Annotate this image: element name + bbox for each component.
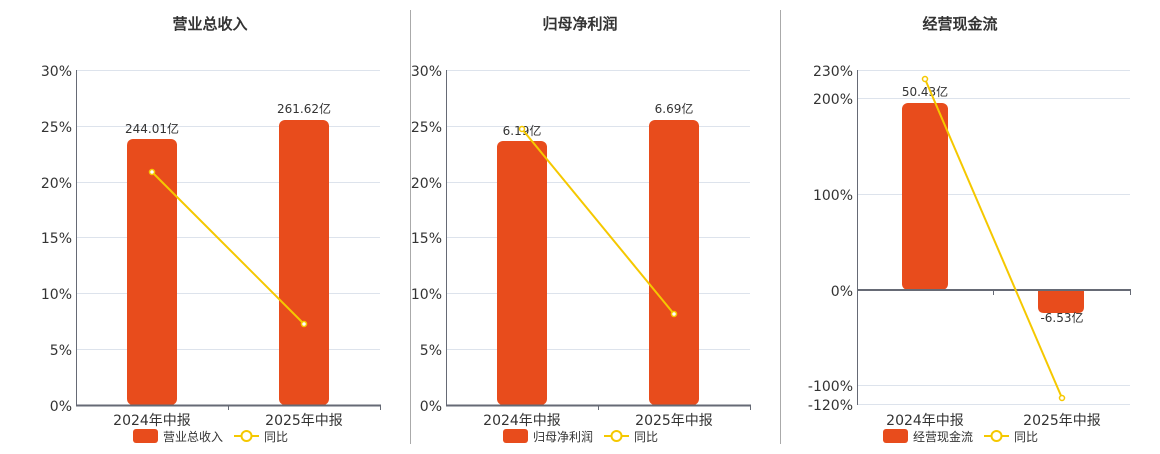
legend[interactable]: 经营现金流 同比	[883, 429, 1038, 444]
legend-line-icon	[990, 430, 1003, 442]
svg-text:25%: 25%	[41, 120, 72, 136]
svg-text:5%: 5%	[420, 343, 442, 359]
net-profit-chart: 归母净利润 30% 25% 20% 15% 10% 5% 0% 6.19亿 6.…	[411, 15, 751, 444]
svg-text:0%: 0%	[50, 399, 72, 415]
chart-panel-cash-flow: 经营现金流 230% 200% 100% 0% -100% -120% 50.4…	[740, 0, 1160, 450]
svg-text:10%: 10%	[41, 287, 72, 303]
svg-text:20%: 20%	[41, 176, 72, 192]
bar-2024[interactable]	[497, 141, 547, 405]
bar-label: 261.62亿	[277, 101, 331, 116]
svg-text:200%: 200%	[813, 92, 853, 108]
chart-title: 归母净利润	[542, 15, 617, 33]
legend[interactable]: 营业总收入 同比	[133, 429, 288, 444]
legend-bar-swatch	[133, 429, 158, 443]
bar-2024[interactable]	[902, 103, 948, 290]
revenue-chart: 营业总收入 30% 25% 20% 15% 10% 5% 0% 244.01亿 …	[41, 15, 381, 444]
y-axis-ticks: 230% 200% 100% 0% -100% -120%	[808, 64, 853, 414]
x-label: 2025年中报	[265, 413, 343, 429]
svg-text:经营现金流: 经营现金流	[913, 429, 973, 444]
x-label: 2024年中报	[483, 413, 561, 429]
yoy-line	[151, 171, 305, 325]
chart-title: 营业总收入	[172, 15, 247, 33]
bar-label: 6.69亿	[655, 101, 694, 116]
legend-line-icon	[610, 430, 623, 442]
svg-text:25%: 25%	[411, 120, 442, 136]
x-label: 2025年中报	[1023, 413, 1101, 429]
yoy-point[interactable]	[670, 310, 678, 318]
svg-text:归母净利润: 归母净利润	[533, 430, 593, 444]
x-label: 2025年中报	[635, 413, 713, 429]
yoy-point[interactable]	[1058, 394, 1066, 402]
x-label: 2024年中报	[113, 413, 191, 429]
svg-text:30%: 30%	[411, 64, 442, 80]
yoy-line	[924, 78, 1063, 399]
bar-2025[interactable]	[279, 120, 329, 405]
yoy-line	[521, 128, 675, 315]
svg-text:0%: 0%	[831, 284, 853, 300]
svg-text:同比: 同比	[1014, 430, 1038, 444]
bar-2025[interactable]	[649, 120, 699, 405]
yoy-point[interactable]	[518, 125, 526, 133]
yoy-point[interactable]	[300, 320, 308, 328]
y-axis-ticks: 30% 25% 20% 15% 10% 5% 0%	[411, 64, 442, 415]
chart-panel-revenue: 营业总收入 30% 25% 20% 15% 10% 5% 0% 244.01亿 …	[0, 0, 400, 450]
yoy-point[interactable]	[148, 168, 156, 176]
panel-divider	[780, 10, 781, 444]
svg-text:5%: 5%	[50, 343, 72, 359]
svg-text:230%: 230%	[813, 64, 853, 80]
legend-bar-swatch	[883, 429, 908, 443]
chart-title: 经营现金流	[922, 15, 997, 33]
svg-text:20%: 20%	[411, 176, 442, 192]
svg-text:-100%: -100%	[808, 379, 853, 395]
legend[interactable]: 归母净利润 同比	[503, 429, 658, 444]
bar-label: -6.53亿	[1040, 310, 1083, 325]
yoy-point[interactable]	[921, 75, 929, 83]
svg-text:15%: 15%	[41, 231, 72, 247]
legend-line-icon	[240, 430, 253, 442]
x-label: 2024年中报	[886, 413, 964, 429]
svg-text:-120%: -120%	[808, 398, 853, 414]
bar-2024[interactable]	[127, 139, 177, 405]
svg-text:10%: 10%	[411, 287, 442, 303]
chart-panel-net-profit: 归母净利润 30% 25% 20% 15% 10% 5% 0% 6.19亿 6.…	[370, 0, 770, 450]
bar-label: 244.01亿	[125, 121, 179, 136]
svg-text:0%: 0%	[420, 399, 442, 415]
grid-lines	[77, 70, 380, 350]
legend-bar-swatch	[503, 429, 528, 443]
cash-flow-chart: 经营现金流 230% 200% 100% 0% -100% -120% 50.4…	[808, 15, 1131, 444]
svg-text:同比: 同比	[264, 430, 288, 444]
panel-divider	[410, 10, 411, 444]
bar-2025[interactable]	[1038, 290, 1084, 313]
svg-text:15%: 15%	[411, 231, 442, 247]
svg-text:100%: 100%	[813, 188, 853, 204]
svg-text:30%: 30%	[41, 64, 72, 80]
bar-label: 50.43亿	[902, 84, 948, 99]
y-axis-ticks: 30% 25% 20% 15% 10% 5% 0%	[41, 64, 72, 415]
svg-text:同比: 同比	[634, 430, 658, 444]
svg-text:营业总收入: 营业总收入	[163, 430, 223, 444]
grid-lines	[447, 70, 750, 350]
